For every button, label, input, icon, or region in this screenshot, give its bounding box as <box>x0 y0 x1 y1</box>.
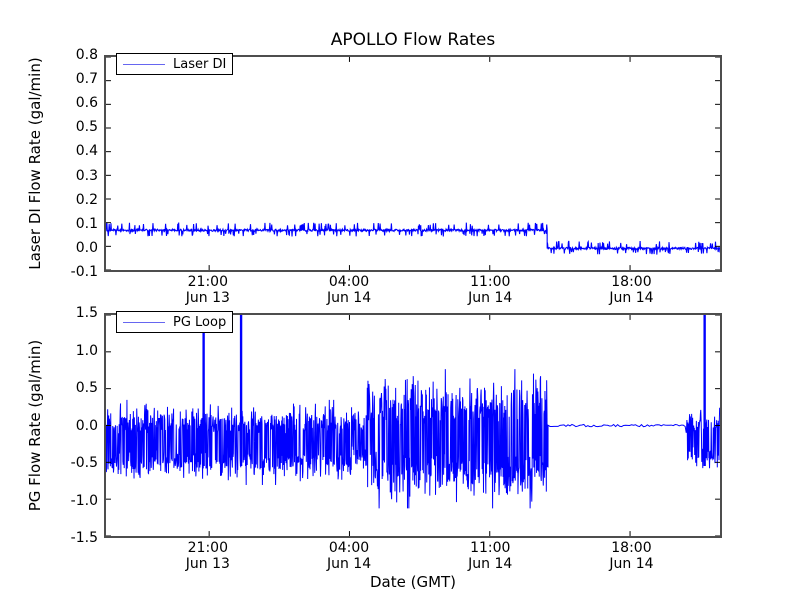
x-tick-date: Jun 14 <box>468 289 513 306</box>
y-tick-label: -1.0 <box>70 492 98 509</box>
y-tick-label: 0.3 <box>75 167 98 184</box>
x-tick-time: 04:00 <box>328 274 370 290</box>
legend-label-pg-loop: PG Loop <box>173 314 227 330</box>
y-tick-label: -0.1 <box>70 264 98 280</box>
y-tick-label: 0.1 <box>75 215 98 232</box>
x-tick-time: 11:00 <box>470 540 511 556</box>
y-axis-ticks-bottom: 1.5 1.0 0.5 0.0 -0.5 -1.0 -1.5 <box>50 305 98 546</box>
x-tick-date: Jun 13 <box>185 289 230 306</box>
y-tick-label: -0.5 <box>70 455 98 471</box>
page-title: APOLLO Flow Rates <box>330 30 496 50</box>
x-tick-time: 18:00 <box>611 540 652 556</box>
y-axis-ticks-top: 0.8 0.7 0.6 0.5 0.4 0.3 0.2 0.1 0.0 -0.1 <box>50 47 98 280</box>
laser-di-trace <box>106 222 720 255</box>
y-tick-label: 0.7 <box>75 71 98 88</box>
y-tick-label: 0.6 <box>75 95 98 112</box>
legend-bottom: PG Loop <box>116 311 234 333</box>
x-tick-date: Jun 14 <box>468 555 513 572</box>
x-tick-label: 04:00 Jun 14 <box>326 540 372 572</box>
x-tick-label: 21:00 Jun 13 <box>185 540 230 572</box>
x-tick-time: 18:00 <box>611 274 652 290</box>
y-tick-label: -1.5 <box>70 530 98 546</box>
y-tick-label: 0.0 <box>75 239 98 256</box>
x-tick-time: 04:00 <box>328 540 370 556</box>
x-axis-label: Date (GMT) <box>369 573 457 591</box>
x-tick-label: 11:00 Jun 14 <box>468 540 513 572</box>
y-tick-label: 0.8 <box>75 47 98 63</box>
y-axis-label-top: Laser DI Flow Rate (gal/min) <box>26 57 44 270</box>
x-tick-date: Jun 14 <box>326 555 372 572</box>
x-tick-label: 21:00 Jun 13 <box>185 274 230 306</box>
y-tick-label: 0.5 <box>75 380 98 396</box>
x-tick-time: 11:00 <box>470 274 511 290</box>
x-tick-label: 04:00 Jun 14 <box>326 274 372 306</box>
y-tick-label: 1.0 <box>75 342 98 359</box>
plot-area-laser-di: Laser DI <box>104 53 722 272</box>
x-tick-date: Jun 14 <box>609 289 654 306</box>
pg-loop-line-chart <box>106 315 720 536</box>
y-tick-label: 0.4 <box>75 143 98 160</box>
x-tick-date: Jun 14 <box>609 555 654 572</box>
y-tick-label: 0.2 <box>75 191 98 208</box>
x-tick-label: 18:00 Jun 14 <box>609 540 654 572</box>
y-tick-label: 0.5 <box>75 119 98 136</box>
x-tick-time: 21:00 <box>187 274 228 290</box>
pg-loop-trace <box>106 369 720 509</box>
y-tick-label: 0.0 <box>75 417 98 434</box>
legend-line-icon <box>123 63 165 65</box>
x-tick-time: 21:00 <box>187 540 228 556</box>
legend-top: Laser DI <box>116 53 234 75</box>
x-tick-date: Jun 13 <box>185 555 230 572</box>
x-tick-date: Jun 14 <box>326 289 372 306</box>
x-tick-label: 18:00 Jun 14 <box>609 274 654 306</box>
y-tick-label: 1.5 <box>75 305 98 321</box>
x-tick-label: 11:00 Jun 14 <box>468 274 513 306</box>
legend-line-icon <box>123 321 165 323</box>
laser-di-line-chart <box>106 57 720 270</box>
y-axis-label-bottom: PG Flow Rate (gal/min) <box>26 339 44 512</box>
plot-area-pg-loop: PG Loop <box>104 311 722 538</box>
legend-label-laser-di: Laser DI <box>173 56 227 72</box>
